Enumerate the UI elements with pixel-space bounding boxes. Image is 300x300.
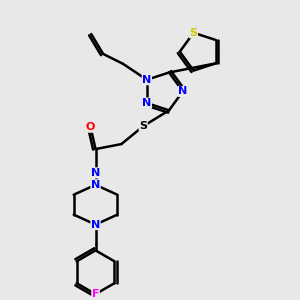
Text: O: O <box>86 122 95 132</box>
Text: N: N <box>178 86 188 96</box>
Text: N: N <box>91 220 100 230</box>
Text: F: F <box>92 289 99 299</box>
Text: N: N <box>142 75 152 85</box>
Text: N: N <box>91 168 100 178</box>
Text: S: S <box>139 121 147 131</box>
Text: S: S <box>190 28 197 38</box>
Text: N: N <box>91 180 100 190</box>
Text: N: N <box>142 98 152 108</box>
